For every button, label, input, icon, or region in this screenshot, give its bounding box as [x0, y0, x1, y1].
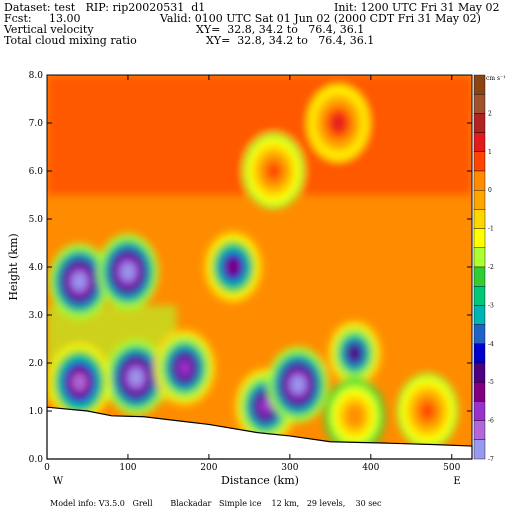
y-tick-label: 0.0 [29, 455, 44, 465]
field2-name: Total cloud mixing ratio [4, 34, 137, 47]
colorbar-swatch [473, 170, 486, 191]
y-tick-label: 4.0 [29, 263, 44, 273]
colorbar-label: 1 [488, 149, 492, 156]
x-end-label-west: W [53, 476, 64, 487]
field-blob [331, 114, 346, 132]
x-tick-label: 400 [362, 463, 379, 473]
colorbar-swatch [473, 132, 486, 153]
colorbar-swatch [473, 420, 486, 441]
dataset-label: Dataset: test RIP: rip20020531 d1 [4, 1, 206, 14]
field-blob [347, 344, 362, 363]
field-blob [225, 258, 241, 276]
colorbar-swatch [473, 266, 486, 287]
colorbar-swatch [473, 305, 486, 325]
colorbar-swatch [473, 286, 486, 306]
y-tick-label: 8.0 [29, 71, 44, 81]
y-tick-label: 6.0 [29, 167, 44, 177]
y-tick-label: 3.0 [29, 311, 44, 321]
colorbar-swatch [473, 324, 486, 345]
model-info: Model info: V3.5.0 Grell Blackadar Simpl… [50, 499, 382, 508]
field1-name: Vertical velocity [4, 23, 94, 36]
colorbar-swatch [473, 343, 486, 364]
y-tick-label: 5.0 [29, 215, 44, 225]
colorbar-swatch [473, 189, 486, 210]
y-tick-label: 1.0 [29, 407, 44, 417]
colorbar-label: -3 [488, 302, 494, 309]
y-tick-label: 2.0 [29, 359, 44, 369]
field-blob [258, 397, 273, 416]
colorbar-swatch [473, 362, 486, 383]
colorbar-swatch [473, 228, 486, 249]
colorbar-swatch [473, 439, 486, 460]
field-blob [347, 406, 362, 425]
colorbar-label: 0 [488, 187, 492, 194]
x-tick-label: 200 [200, 463, 217, 473]
field-blob [72, 272, 87, 291]
colorbar-swatch [473, 74, 486, 95]
colorbar: 2 1 0 -1 -2 -3 -4 -5 -6 -7 [473, 74, 494, 463]
valid-time-label: Valid: 0100 UTC Sat 01 Jun 02 (2000 CDT … [160, 12, 481, 25]
colorbar-swatch [473, 151, 486, 172]
field2-xy: XY= 32.8, 34.2 to 76.4, 36.1 [206, 34, 375, 47]
colorbar-label: 2 [488, 110, 492, 117]
colorbar-label: -6 [488, 418, 494, 425]
y-tick-label: 7.0 [29, 119, 44, 129]
x-tick-label: 100 [119, 463, 136, 473]
colorbar-swatch [473, 382, 486, 402]
colorbar-label: -4 [488, 341, 494, 348]
forecast-hour-label: Fcst: 13.00 [4, 12, 81, 25]
colorbar-label: -5 [488, 379, 494, 386]
contour-field [47, 75, 472, 459]
colorbar-swatch [473, 113, 486, 133]
field-blobs [47, 75, 472, 454]
x-tick-label: 300 [281, 463, 298, 473]
y-axis-label: Height (km) [7, 233, 20, 300]
x-tick-label: 0 [44, 463, 50, 473]
colorbar-swatch [473, 93, 486, 114]
field-blob [290, 375, 306, 394]
field-blob [120, 262, 136, 281]
colorbar-label: -2 [488, 264, 494, 271]
colorbar-swatch [473, 209, 486, 229]
field-blob [177, 358, 192, 377]
colorbar-swatch [473, 401, 486, 421]
x-axis-label: Distance (km) [221, 474, 299, 487]
colorbar-swatch [473, 247, 486, 268]
x-end-label-east: E [453, 476, 460, 487]
field1-xy: XY= 32.8, 34.2 to 76.4, 36.1 [196, 23, 365, 36]
field-blob [266, 162, 281, 180]
axes: 0 100 200 300 400 500 0.0 1.0 2.0 3.0 4.0 5.0 6.0 7.0… [29, 71, 472, 473]
x-tick-label: 500 [443, 463, 460, 473]
colorbar-label: -1 [488, 226, 494, 233]
colorbar-unit: cm s⁻¹ [486, 75, 506, 82]
init-time-label: Init: 1200 UTC Fri 31 May 02 [334, 1, 500, 14]
field-blob [128, 368, 144, 387]
field-blob [420, 402, 435, 420]
field-blob [72, 373, 87, 392]
colorbar-label: -7 [488, 456, 494, 463]
